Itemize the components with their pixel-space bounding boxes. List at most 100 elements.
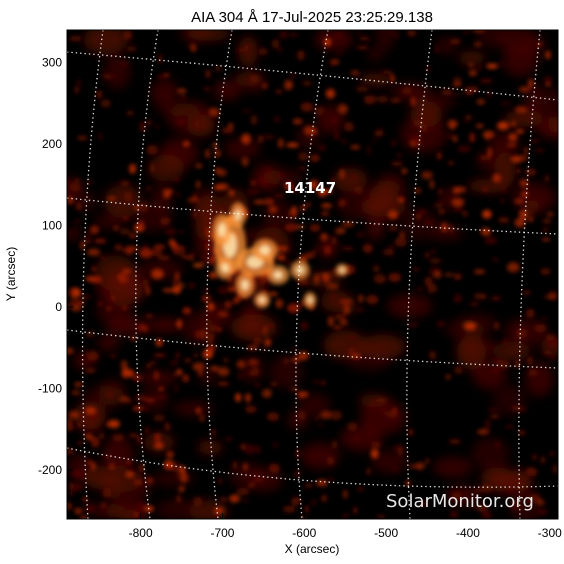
emission-blob — [502, 186, 506, 194]
emission-blob — [320, 233, 328, 241]
haze-patch — [433, 457, 473, 478]
emission-blob — [473, 488, 484, 493]
haze-patch — [247, 468, 283, 492]
emission-blob — [449, 510, 459, 519]
emission-blob — [312, 179, 321, 182]
emission-blob — [400, 231, 404, 239]
emission-blob — [275, 89, 283, 94]
emission-blob — [331, 178, 335, 184]
core-hotspot — [339, 267, 345, 273]
emission-blob — [424, 276, 433, 287]
emission-blob — [166, 451, 174, 459]
emission-blob — [291, 347, 297, 351]
emission-blob — [202, 349, 214, 359]
emission-blob — [100, 503, 107, 507]
emission-blob — [492, 257, 498, 261]
emission-blob — [218, 478, 223, 485]
emission-blob — [284, 260, 293, 266]
plot-frame — [66, 29, 559, 520]
emission-blob — [262, 83, 268, 89]
emission-blob — [324, 38, 331, 47]
emission-blob — [417, 209, 427, 216]
emission-blob — [453, 294, 462, 303]
emission-blob — [158, 54, 163, 64]
emission-blob — [67, 194, 73, 199]
emission-blob — [476, 429, 490, 435]
emission-blob — [496, 440, 499, 449]
emission-blob — [449, 224, 454, 235]
emission-blob — [412, 267, 420, 272]
emission-blob — [490, 367, 500, 374]
haze-patch — [525, 361, 554, 397]
emission-blob — [331, 236, 337, 245]
emission-blob — [225, 436, 233, 442]
emission-blob — [522, 290, 531, 295]
emission-blob — [521, 191, 529, 198]
emission-blob — [122, 306, 128, 310]
emission-blob — [151, 268, 164, 280]
core-hotspot — [273, 270, 283, 280]
emission-blob — [528, 78, 534, 89]
emission-blob — [528, 216, 534, 222]
emission-blob — [235, 393, 242, 402]
emission-blob — [431, 248, 435, 255]
emission-blob — [449, 38, 462, 45]
emission-blob — [326, 284, 339, 289]
emission-blob — [343, 304, 350, 315]
emission-blob — [178, 486, 185, 492]
emission-blob — [160, 217, 171, 225]
emission-blob — [340, 300, 353, 303]
emission-blob — [478, 294, 487, 300]
longitude-line — [295, 30, 329, 519]
emission-blob — [510, 120, 517, 127]
emission-blob — [173, 246, 183, 256]
emission-blob — [309, 180, 316, 190]
emission-blob — [273, 116, 281, 122]
emission-blob — [437, 188, 443, 196]
emission-blob — [532, 454, 537, 461]
emission-blob — [329, 58, 335, 67]
emission-blob — [542, 316, 548, 320]
emission-blob — [228, 123, 234, 128]
emission-blob — [370, 441, 382, 448]
emission-blob — [309, 224, 321, 232]
emission-blob — [122, 247, 136, 254]
emission-blob — [381, 70, 393, 75]
emission-blob — [455, 81, 462, 87]
emission-blob — [391, 139, 396, 147]
haze-patch — [369, 183, 397, 207]
emission-blob — [475, 124, 484, 128]
emission-blob — [328, 477, 335, 482]
emission-blob — [174, 384, 179, 394]
emission-blob — [312, 499, 316, 506]
emission-blob — [416, 287, 424, 290]
emission-blob — [386, 410, 398, 419]
emission-blob — [480, 228, 491, 236]
emission-blob — [335, 313, 346, 321]
emission-blob — [334, 129, 339, 139]
emission-blob — [209, 323, 217, 332]
emission-blob — [290, 186, 300, 193]
emission-blob — [425, 251, 430, 259]
emission-blob — [70, 483, 83, 492]
haze-patch — [83, 30, 129, 55]
haze-patch — [367, 47, 384, 61]
emission-blob — [370, 448, 379, 459]
emission-blob — [543, 75, 553, 85]
emission-blob — [420, 501, 429, 506]
emission-blob — [208, 256, 216, 265]
emission-blob — [120, 360, 128, 371]
emission-blob — [173, 461, 180, 469]
emission-blob — [232, 460, 238, 470]
emission-blob — [412, 119, 425, 128]
emission-blob — [329, 410, 343, 421]
emission-blob — [83, 497, 87, 501]
longitude-line — [135, 30, 159, 519]
emission-blob — [208, 107, 220, 117]
emission-blob — [492, 358, 501, 362]
emission-blob — [356, 45, 369, 50]
emission-blob — [178, 318, 182, 329]
emission-blob — [303, 125, 316, 136]
x-tick-label: -500 — [374, 526, 398, 540]
emission-blob — [362, 243, 373, 253]
